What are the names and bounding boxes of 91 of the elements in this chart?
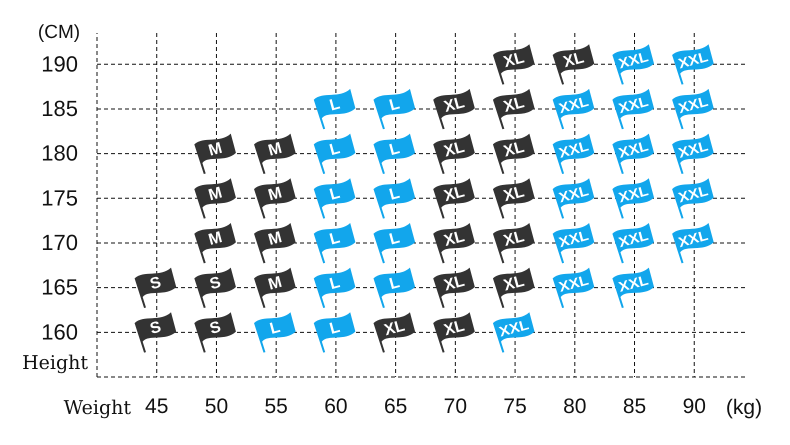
text: (kg) <box>726 396 762 419</box>
text: (CM) <box>38 22 80 43</box>
x-tick-label: 60 <box>324 394 348 418</box>
point <box>314 312 356 353</box>
text: XL <box>502 272 526 294</box>
x-tick-label: 65 <box>384 394 408 418</box>
text: M <box>266 139 284 160</box>
text: L <box>388 229 402 248</box>
point <box>373 134 416 174</box>
text: XL <box>502 94 526 116</box>
text: XL <box>502 48 526 71</box>
text: L <box>268 318 282 338</box>
x-tick-label: 70 <box>444 394 468 418</box>
text: XL <box>502 138 526 160</box>
x-tick-label: 45 <box>145 394 168 418</box>
x-tick-label: 50 <box>204 394 228 418</box>
text: XL <box>502 228 526 250</box>
y-tick-label: 165 <box>41 274 78 300</box>
x-tick-label: 55 <box>264 394 288 418</box>
text: XL <box>442 138 466 160</box>
series-label: S <box>148 274 164 293</box>
point <box>134 268 176 308</box>
text: L <box>388 140 402 159</box>
text: XXL <box>676 48 707 72</box>
text: XL <box>442 94 466 116</box>
point <box>373 88 416 130</box>
text: S <box>208 318 223 338</box>
text: XXL <box>676 94 707 116</box>
point <box>314 268 356 308</box>
text: S <box>208 274 223 293</box>
point <box>134 312 176 353</box>
text: S <box>148 318 163 338</box>
y-tick-label: 185 <box>41 96 78 121</box>
y-tick-label: 190 <box>41 51 78 76</box>
y-tick-label: 180 <box>41 140 78 166</box>
text: L <box>328 274 342 293</box>
text: M <box>206 139 224 160</box>
series-label: XXL <box>557 92 591 116</box>
x-tick-label: 85 <box>622 394 646 418</box>
text: M <box>266 228 284 248</box>
text: XL <box>502 182 526 205</box>
text: XXL <box>557 272 588 295</box>
text: L <box>328 318 342 338</box>
text: XXL <box>676 228 707 250</box>
x-tick-label: 90 <box>682 394 706 418</box>
text: XXL <box>676 138 707 161</box>
point <box>194 268 236 308</box>
text: XXL <box>616 228 648 250</box>
x-tick-label: 80 <box>563 394 586 418</box>
text: XL <box>562 48 586 71</box>
x-tick-label: 75 <box>503 394 527 418</box>
series-label: XL <box>382 316 407 339</box>
point <box>194 312 236 353</box>
series-label: L <box>328 94 342 114</box>
text: XXL <box>676 182 707 206</box>
point <box>373 222 416 264</box>
y-tick-label: 175 <box>41 185 78 210</box>
text: M <box>266 184 284 204</box>
point <box>314 178 356 219</box>
text: XXL <box>557 228 588 250</box>
text: L <box>388 95 402 114</box>
text: XXL <box>557 138 588 161</box>
y-axis-title: Height <box>22 352 88 374</box>
text: XXL <box>616 138 648 161</box>
text: XL <box>442 228 466 250</box>
point <box>254 312 296 353</box>
series-label: M <box>266 273 284 294</box>
text: XL <box>442 182 466 205</box>
text: XXL <box>497 316 528 340</box>
text: L <box>328 140 342 159</box>
point <box>373 268 416 308</box>
y-tick-label: 160 <box>41 319 78 344</box>
x-axis-title: Weight <box>64 397 132 419</box>
text: XL <box>442 272 466 294</box>
y-tick-label: 170 <box>41 230 78 256</box>
point <box>314 134 356 174</box>
text: XXL <box>616 48 648 72</box>
text: M <box>206 228 224 248</box>
text: L <box>388 184 402 204</box>
text: XL <box>442 316 466 339</box>
text: L <box>388 274 402 293</box>
point <box>314 222 356 264</box>
text: M <box>206 184 224 204</box>
text: XXL <box>557 182 588 206</box>
point <box>373 178 416 219</box>
text: XXL <box>616 182 648 206</box>
text: XXL <box>616 272 648 295</box>
text: L <box>328 184 342 204</box>
text: L <box>328 229 342 248</box>
point <box>314 88 356 130</box>
text: XXL <box>616 94 648 116</box>
